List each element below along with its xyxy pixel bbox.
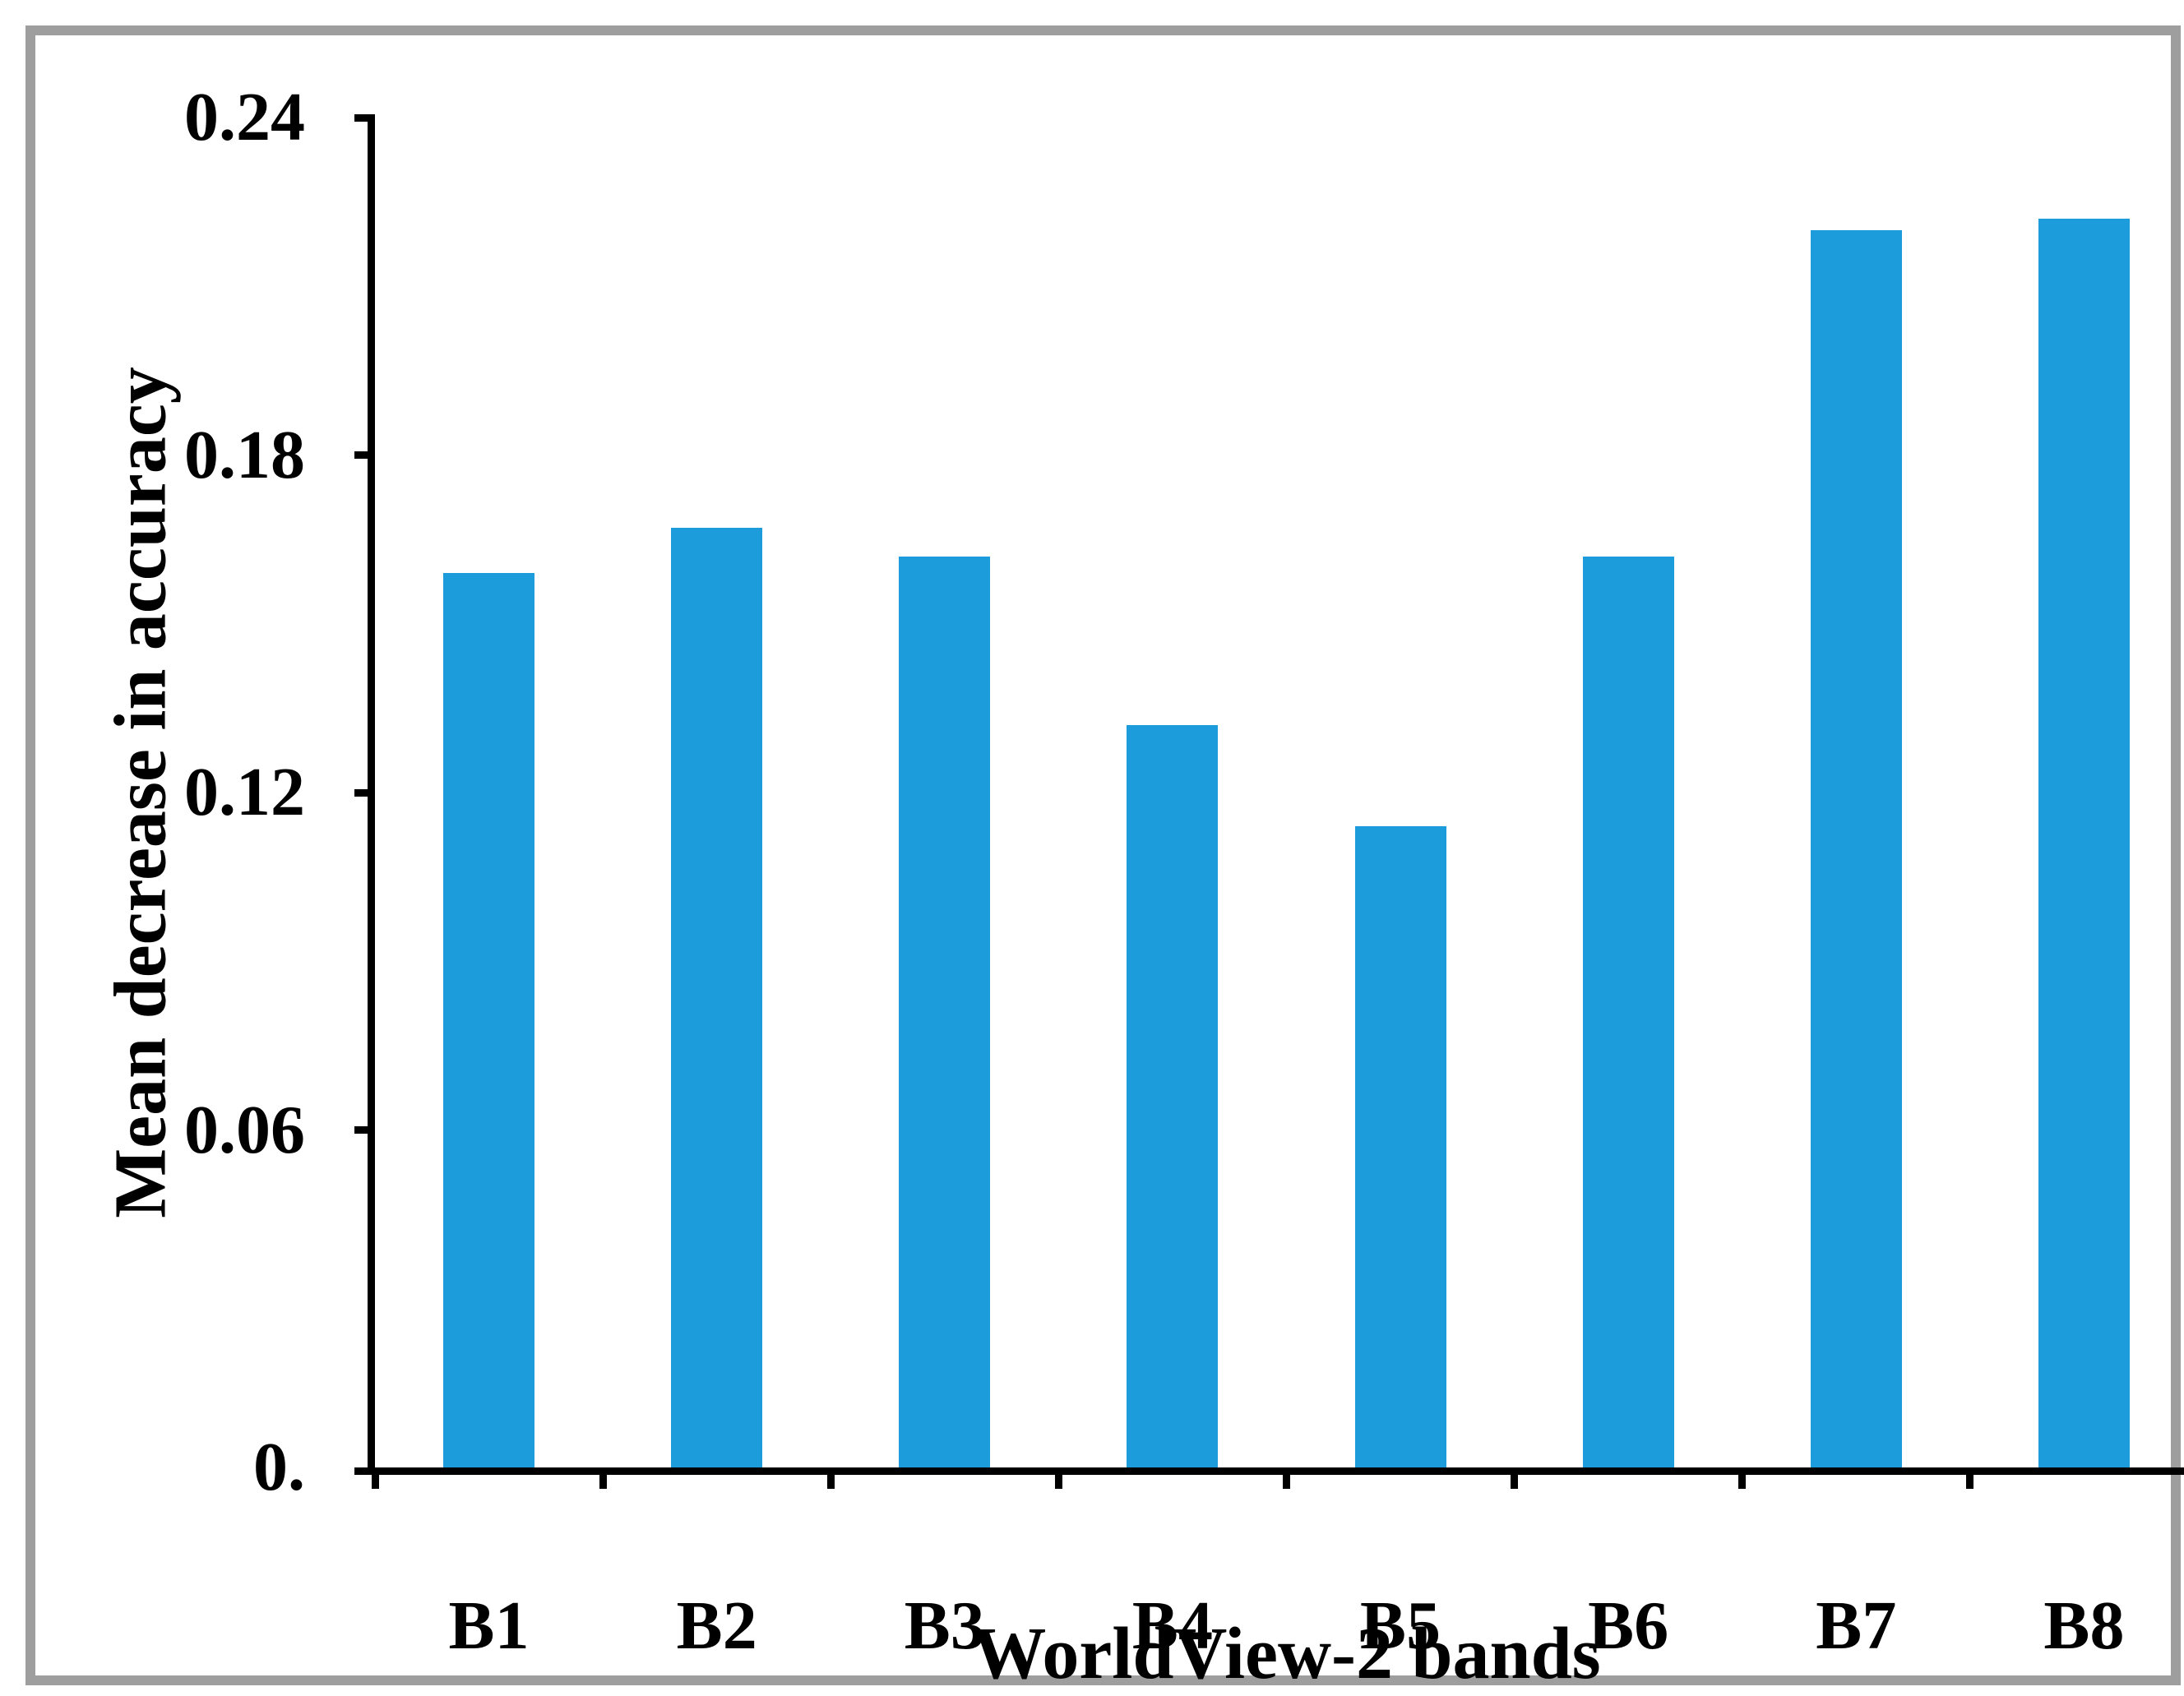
bar-B2 — [671, 528, 763, 1467]
y-tick-label: 0.12 — [184, 754, 305, 830]
x-category-label: B2 — [676, 1587, 757, 1664]
bar-B1 — [443, 573, 535, 1467]
x-tick-mark — [599, 1467, 607, 1489]
x-category-label: B6 — [1588, 1587, 1669, 1664]
x-tick-mark — [1966, 1467, 1974, 1489]
bar-B4 — [1127, 724, 1219, 1467]
x-category-label: B4 — [1131, 1587, 1213, 1664]
y-tick-mark — [354, 1126, 375, 1134]
y-tick-mark — [354, 451, 375, 459]
x-category-label: B8 — [2043, 1587, 2125, 1664]
x-category-label: B7 — [1816, 1587, 1897, 1664]
x-category-label: B1 — [448, 1587, 530, 1664]
bar-B6 — [1582, 556, 1674, 1467]
y-tick-label: 0. — [253, 1429, 305, 1505]
x-tick-mark — [1283, 1467, 1290, 1489]
y-tick-mark — [354, 788, 375, 797]
x-axis-line — [354, 1467, 2184, 1475]
x-tick-mark — [1511, 1467, 1519, 1489]
x-category-label: B5 — [1360, 1587, 1441, 1664]
x-tick-mark — [1738, 1467, 1747, 1489]
x-category-label: B3 — [904, 1587, 985, 1664]
x-axis-title: WorldView-2 bands — [972, 1613, 1601, 1694]
plot-area: Mean decrease in accuracy 0.24 0.18 0.12 0.… — [100, 79, 2184, 1694]
y-tick-label: 0.18 — [184, 416, 305, 493]
x-tick-mark — [371, 1467, 379, 1489]
x-tick-mark — [826, 1467, 835, 1489]
chart-frame: Mean decrease in accuracy 0.24 0.18 0.12 0.… — [25, 25, 2184, 1694]
bar-B7 — [1810, 229, 1902, 1467]
bar-B5 — [1354, 826, 1446, 1467]
y-axis-spine — [368, 118, 375, 1475]
bar-B3 — [899, 556, 991, 1467]
bar-B8 — [2038, 219, 2130, 1467]
y-tick-label: 0.24 — [184, 79, 305, 155]
y-tick-label: 0.06 — [184, 1091, 305, 1168]
x-tick-mark — [1054, 1467, 1062, 1489]
y-tick-mark — [354, 113, 375, 122]
